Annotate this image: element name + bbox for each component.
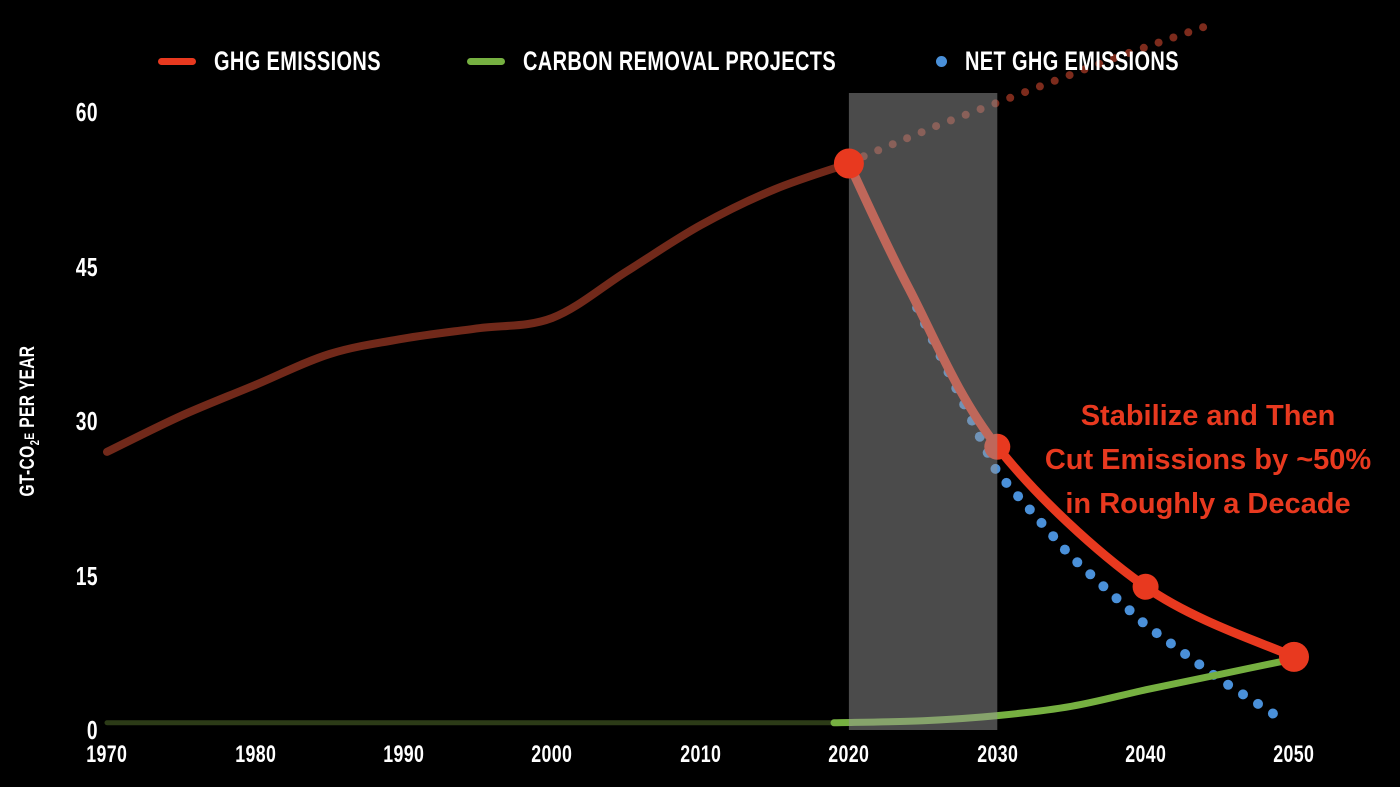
peak-marker-2020: [833, 148, 864, 179]
x-tick-label: 2050: [1273, 741, 1315, 768]
decade-highlight-band: [848, 93, 998, 730]
annotation-line: in Roughly a Decade: [1065, 488, 1351, 520]
x-tick-label: 2000: [531, 741, 573, 768]
x-tick-label: 1980: [234, 741, 276, 768]
x-tick-label: 2040: [1125, 741, 1167, 768]
net-emissions-dot-swatch-icon: [936, 55, 947, 67]
y-tick-label: 15: [75, 560, 98, 591]
y-tick-label: 45: [75, 251, 98, 282]
x-tick-label: 2030: [976, 741, 1018, 768]
annotation-line: Cut Emissions by ~50%: [1044, 444, 1372, 476]
y-tick-label: 30: [75, 406, 98, 436]
legend-label: NET GHG EMISSIONS: [965, 46, 1179, 76]
carbon-removal-line-swatch-icon: [467, 57, 505, 65]
legend-item-carbon-removal: CARBON REMOVAL PROJECTS: [467, 47, 946, 75]
legend-label: CARBON REMOVAL PROJECTS: [523, 46, 837, 76]
y-tick-label: 60: [75, 97, 98, 127]
x-tick-label: 1970: [86, 741, 128, 768]
chart-series: [103, 23, 1309, 727]
y-tick-label: 0: [86, 715, 98, 745]
x-tick-label: 1990: [383, 741, 425, 768]
ghg-emissions-line-swatch-icon: [158, 57, 196, 65]
x-tick-label: 2010: [679, 741, 721, 768]
legend-label: GHG EMISSIONS: [214, 46, 381, 76]
legend-item-net-ghg-emissions: NET GHG EMISSIONS: [936, 47, 1254, 75]
stabilize-annotation: Stabilize and Then Cut Emissions by ~50%…: [1020, 394, 1396, 526]
legend-item-ghg-emissions: GHG EMISSIONS: [158, 47, 440, 75]
annotation-line: Stabilize and Then: [1080, 400, 1336, 432]
x-tick-label: 2020: [828, 741, 870, 768]
